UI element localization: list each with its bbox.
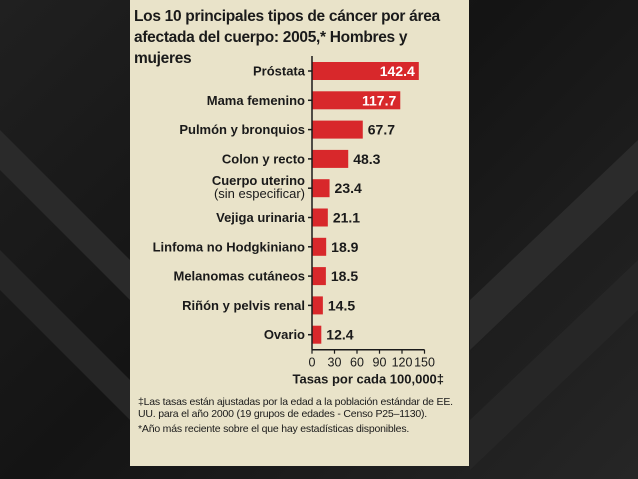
category-label-5: Cuerpo uterino (sin especificar) [212, 173, 305, 201]
stripe-left-2 [0, 250, 130, 420]
bar-1 [312, 62, 419, 80]
x-tick-label-60: 60 [350, 356, 364, 370]
stripe-right-1 [470, 140, 638, 350]
value-label-5: 23.4 [335, 180, 362, 196]
category-label-6: Vejiga urinaria [216, 210, 306, 225]
category-label-3: Pulmón y bronquios [179, 122, 305, 137]
stripe-right-2 [470, 260, 638, 470]
bar-7 [312, 237, 327, 256]
footnote-recent-year: *Año más reciente sobre el que hay estad… [138, 422, 410, 435]
category-label-8: Melanomas cutáneos [174, 269, 306, 284]
bar-4 [312, 149, 349, 168]
x-tick-label-0: 0 [309, 356, 316, 370]
category-label-2: Mama femenino [207, 93, 305, 108]
footnote-age-adjusted: ‡Las tasas están ajustadas por la edad a… [138, 396, 453, 421]
bar-chart: Próstata 142.4 Mama femenino 117.7 Pulmón y … [153, 56, 444, 387]
category-label-1: Próstata [253, 64, 306, 79]
bar-3 [312, 120, 363, 139]
chart-title: Los 10 principales tipos de cáncer por á… [134, 8, 440, 67]
category-label-7: Linfoma no Hodgkiniano [153, 239, 305, 254]
value-label-10: 12.4 [326, 327, 353, 343]
category-label-4: Colon y recto [222, 151, 305, 166]
x-tick-label-120: 120 [392, 356, 413, 370]
x-tick-label-90: 90 [373, 356, 387, 370]
footnotes: ‡Las tasas están ajustadas por la edad a… [138, 396, 466, 435]
value-label-3: 67.7 [368, 122, 395, 138]
x-axis-title: Tasas por cada 100,000‡ [292, 372, 444, 387]
value-label-9: 14.5 [328, 297, 355, 313]
bar-9 [312, 296, 323, 315]
bar-6 [312, 208, 328, 227]
stripe-left-1 [0, 130, 130, 300]
chart-figure: Los 10 principales tipos de cáncer por á… [130, 0, 469, 466]
value-label-2: 117.7 [362, 92, 396, 108]
bar-8 [312, 267, 326, 286]
bar-2 [312, 91, 401, 110]
bar-10 [312, 325, 322, 344]
value-label-1: 142.4 [380, 63, 415, 79]
x-tick-label-150: 150 [414, 356, 435, 370]
value-label-6: 21.1 [333, 210, 360, 226]
bar-5 [312, 179, 330, 198]
value-label-7: 18.9 [331, 239, 358, 255]
category-label-10: Ovario [264, 327, 305, 342]
value-label-4: 48.3 [353, 151, 380, 167]
x-tick-label-30: 30 [328, 356, 342, 370]
value-label-8: 18.5 [331, 268, 358, 284]
category-label-9: Riñón y pelvis renal [182, 298, 305, 313]
